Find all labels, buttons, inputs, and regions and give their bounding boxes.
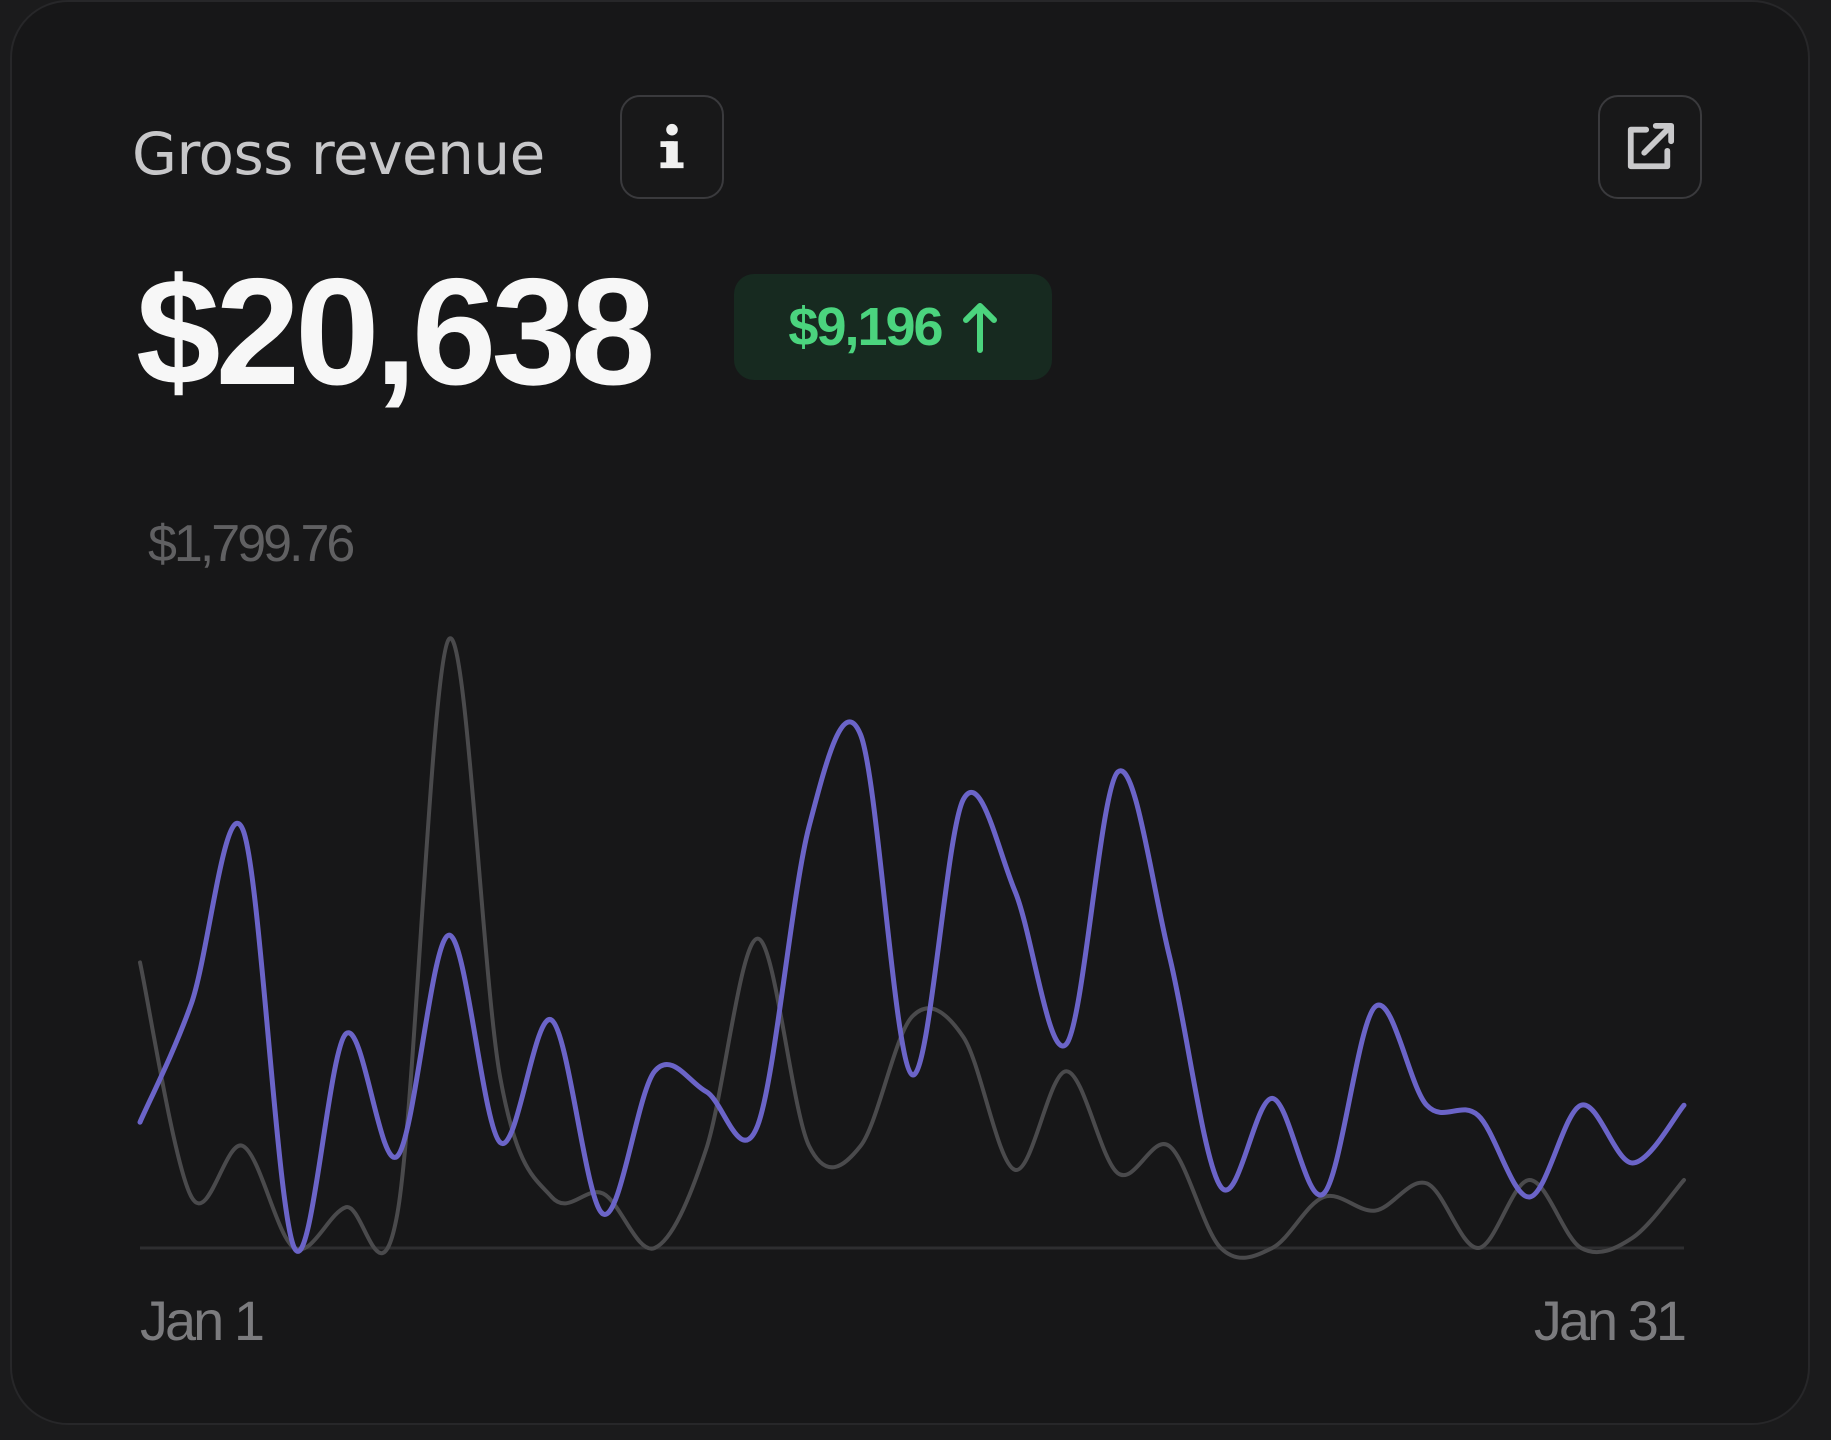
previous-data-point-1 [136, 958, 144, 966]
current-period-line [137, 719, 1687, 1254]
info-icon [660, 123, 684, 169]
current-data-point-2 [187, 999, 195, 1007]
card-title: Gross revenue [132, 120, 545, 188]
current-data-point-25 [1371, 1003, 1379, 1011]
current-data-point-14 [805, 822, 813, 830]
previous-data-point-20 [1114, 1169, 1122, 1177]
current-data-point-6 [393, 1152, 401, 1160]
current-data-point-13 [754, 1122, 762, 1130]
gross-revenue-value: $20,638 [136, 247, 655, 417]
change-badge: $9,196 [734, 274, 1052, 380]
current-data-point-31 [1680, 1101, 1688, 1109]
previous-data-point-9 [548, 1193, 556, 1201]
current-data-point-19 [1062, 1040, 1070, 1048]
current-data-point-30 [1629, 1159, 1637, 1167]
current-data-point-7 [445, 931, 453, 939]
current-data-point-5 [342, 1030, 350, 1038]
current-data-point-11 [651, 1067, 659, 1075]
current-data-point-18 [1011, 887, 1019, 895]
previous-data-point-2 [187, 1193, 195, 1201]
current-data-point-3 [239, 826, 247, 834]
previous-data-point-3 [239, 1142, 247, 1150]
previous-data-point-24 [1320, 1193, 1328, 1201]
previous-data-point-11 [651, 1244, 659, 1252]
previous-data-point-25 [1371, 1207, 1379, 1215]
change-value: $9,196 [788, 297, 943, 357]
previous-data-point-22 [1217, 1244, 1225, 1252]
previous-data-point-27 [1474, 1244, 1482, 1252]
current-data-point-28 [1526, 1193, 1534, 1201]
previous-data-point-12 [702, 1145, 710, 1153]
previous-data-point-23 [1268, 1244, 1276, 1252]
x-axis-label-end: Jan 31 [1534, 1289, 1685, 1352]
previous-data-point-21 [1165, 1142, 1173, 1150]
previous-data-point-16 [908, 1013, 916, 1021]
previous-data-point-13 [754, 935, 762, 943]
current-data-point-29 [1577, 1101, 1585, 1109]
previous-data-point-4 [290, 1244, 298, 1252]
previous-data-point-18 [1011, 1166, 1019, 1174]
current-data-point-21 [1165, 952, 1173, 960]
previous-data-point-14 [805, 1142, 813, 1150]
previous-data-point-19 [1062, 1067, 1070, 1075]
current-data-point-10 [599, 1210, 607, 1218]
open-external-button[interactable] [1598, 95, 1702, 199]
previous-data-point-30 [1629, 1234, 1637, 1242]
current-data-point-12 [702, 1088, 710, 1096]
previous-data-point-26 [1423, 1179, 1431, 1187]
arrow-up-icon [962, 303, 997, 353]
current-data-point-22 [1217, 1183, 1225, 1191]
current-data-point-9 [548, 1016, 556, 1024]
current-data-point-15 [857, 731, 865, 739]
previous-data-point-15 [857, 1142, 865, 1150]
revenue-card: Gross revenue $20,638 $9,196 $1,799.76 [10, 0, 1810, 1425]
previous-data-point-10 [599, 1190, 607, 1198]
current-data-point-17 [959, 795, 967, 803]
current-data-point-1 [136, 1118, 144, 1126]
previous-data-point-5 [342, 1203, 350, 1211]
current-data-point-23 [1268, 1094, 1276, 1102]
current-data-point-26 [1423, 1101, 1431, 1109]
previous-data-point-17 [959, 1033, 967, 1041]
previous-data-point-6 [393, 1210, 401, 1218]
previous-data-point-8 [496, 1074, 504, 1082]
external-link-icon [1627, 122, 1675, 170]
previous-data-point-29 [1577, 1244, 1585, 1252]
current-data-point-27 [1474, 1111, 1482, 1119]
previous-data-point-28 [1526, 1176, 1534, 1184]
previous-period-line [138, 636, 1686, 1260]
current-data-point-20 [1114, 768, 1122, 776]
current-data-point-8 [496, 1139, 504, 1147]
previous-data-point-7 [445, 635, 453, 643]
x-axis-label-start: Jan 1 [140, 1289, 263, 1352]
info-button[interactable] [620, 95, 724, 199]
previous-data-point-31 [1680, 1176, 1688, 1184]
chart-max-label: $1,799.76 [148, 515, 355, 573]
current-data-point-16 [908, 1071, 916, 1079]
